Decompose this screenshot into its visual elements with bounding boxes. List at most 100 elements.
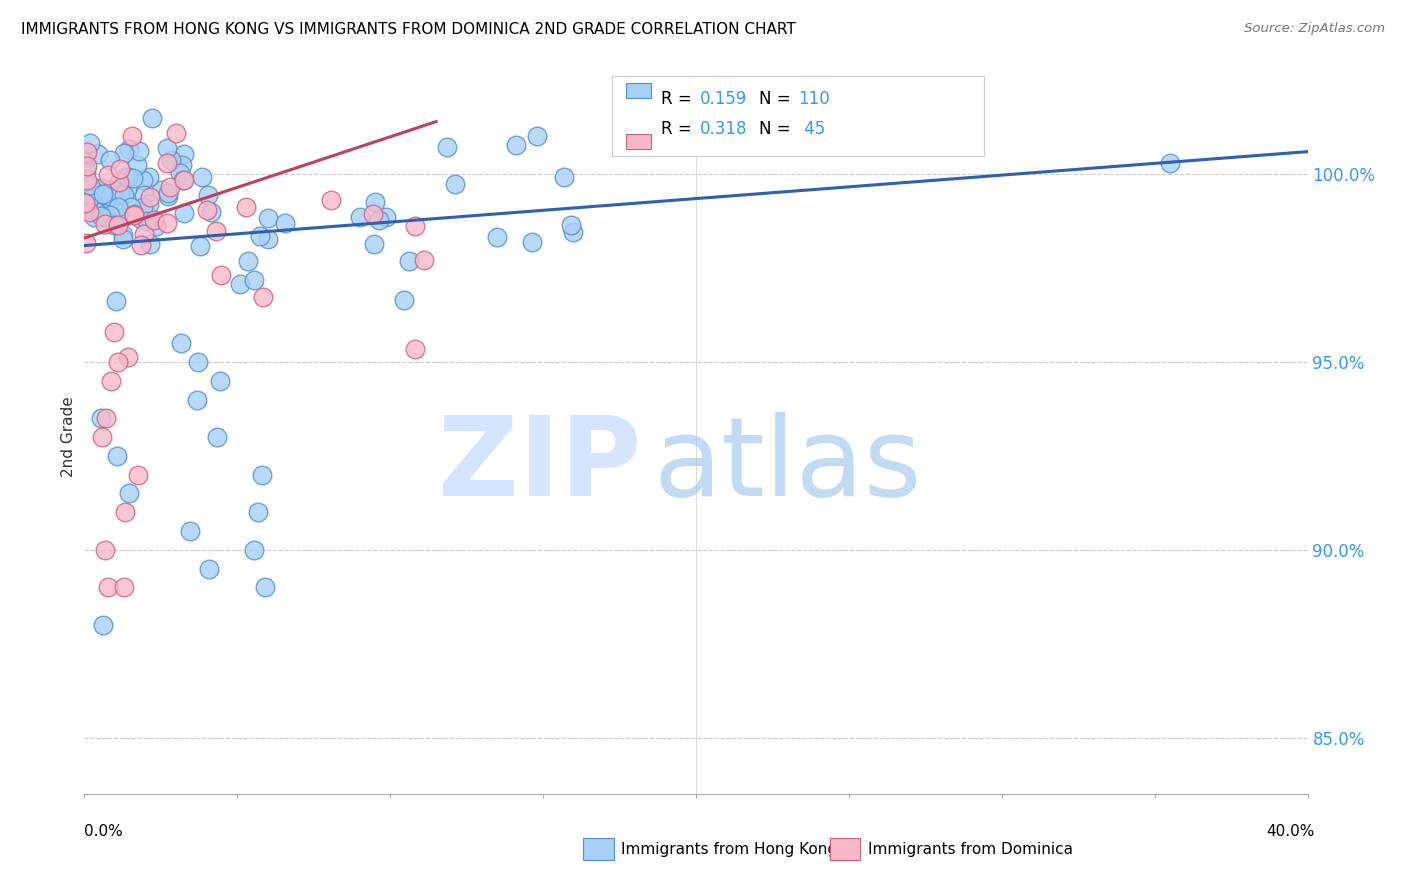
Point (195, 203, 218, 218)
Point (132, 208, 155, 222)
Point (188, 239, 211, 253)
Point (77, 192, 100, 206)
Point (398, 254, 420, 268)
Point (118, 142, 141, 156)
Point (108, 161, 131, 176)
Point (91, 186, 114, 201)
Point (560, 218, 582, 232)
Point (76, 173, 98, 187)
Point (90, 209, 112, 223)
Point (111, 210, 134, 224)
Y-axis label: 2nd Grade: 2nd Grade (60, 397, 76, 477)
Text: ZIP: ZIP (437, 412, 641, 519)
Point (172, 173, 194, 187)
Point (97, 169, 120, 183)
Point (250, 467, 273, 482)
Point (520, 235, 543, 250)
Point (236, 254, 259, 268)
Point (375, 210, 398, 224)
Point (139, 190, 162, 204)
Text: Source: ZipAtlas.com: Source: ZipAtlas.com (1244, 22, 1385, 36)
Point (169, 166, 191, 180)
Point (363, 236, 385, 251)
Point (132, 200, 155, 214)
Text: R =: R = (661, 120, 697, 138)
Point (87, 147, 110, 161)
Point (235, 200, 257, 214)
Point (191, 170, 214, 185)
Point (247, 505, 270, 519)
Point (86, 188, 108, 202)
Point (105, 449, 128, 463)
Point (101, 182, 124, 196)
Point (112, 580, 135, 594)
Point (117, 351, 139, 365)
Text: 45: 45 (799, 120, 825, 138)
Point (83, 185, 105, 199)
Text: 0.318: 0.318 (700, 120, 748, 138)
Point (76, 195, 98, 210)
Point (156, 141, 179, 155)
Point (135, 213, 157, 227)
Point (103, 325, 125, 339)
Point (160, 153, 183, 167)
Point (127, 467, 149, 482)
Point (394, 293, 416, 307)
Point (404, 343, 426, 357)
Point (117, 169, 139, 184)
Point (165, 126, 187, 140)
Point (252, 290, 274, 304)
Point (145, 219, 167, 233)
Point (107, 200, 129, 214)
Point (122, 208, 145, 222)
Point (91, 618, 114, 632)
Point (112, 146, 135, 161)
Point (200, 205, 222, 219)
Point (141, 111, 163, 125)
Point (256, 232, 278, 246)
Point (253, 580, 276, 594)
Point (204, 224, 226, 238)
Text: IMMIGRANTS FROM HONG KONG VS IMMIGRANTS FROM DOMINICA 2ND GRADE CORRELATION CHAR: IMMIGRANTS FROM HONG KONG VS IMMIGRANTS … (21, 22, 796, 37)
Point (77, 192, 100, 206)
Point (1159, 156, 1181, 170)
Point (179, 524, 201, 538)
Point (156, 156, 179, 170)
Point (114, 505, 136, 519)
Point (100, 189, 122, 203)
Text: 0.0%: 0.0% (84, 824, 124, 838)
Text: atlas: atlas (654, 412, 922, 519)
Point (79, 178, 101, 193)
Point (103, 219, 125, 233)
Point (73, 161, 96, 175)
Point (443, 177, 465, 191)
Point (243, 542, 266, 557)
Point (118, 486, 141, 500)
Point (156, 217, 179, 231)
Point (90, 181, 112, 195)
Point (143, 213, 166, 227)
Point (90, 411, 112, 425)
Point (197, 188, 219, 202)
Point (208, 374, 231, 388)
Point (114, 169, 136, 184)
Point (319, 193, 342, 207)
Point (274, 216, 297, 230)
Point (93, 200, 115, 214)
Point (229, 277, 252, 291)
Point (256, 211, 278, 225)
Point (75, 165, 97, 179)
Point (76, 160, 98, 174)
Point (94, 211, 117, 225)
Point (77, 205, 100, 219)
Point (111, 228, 134, 243)
Point (75, 235, 97, 250)
Point (105, 293, 128, 308)
Text: 0.159: 0.159 (700, 90, 748, 108)
Point (83, 204, 105, 219)
Point (107, 355, 129, 369)
Point (121, 129, 143, 144)
Point (100, 193, 122, 207)
Point (75, 154, 97, 169)
Point (173, 206, 195, 220)
